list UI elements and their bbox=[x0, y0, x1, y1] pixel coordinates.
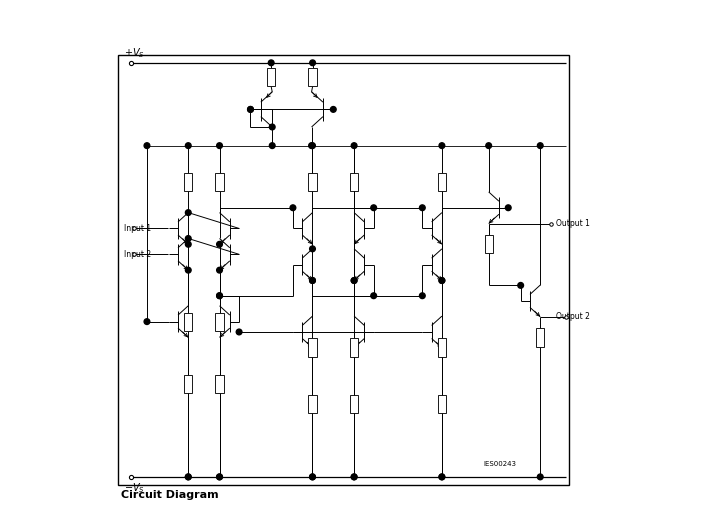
Circle shape bbox=[309, 278, 315, 283]
Circle shape bbox=[518, 282, 523, 288]
Bar bbox=[215, 312, 224, 331]
Text: $-V_S$: $-V_S$ bbox=[124, 481, 144, 495]
Circle shape bbox=[537, 143, 543, 148]
Circle shape bbox=[371, 293, 377, 298]
Circle shape bbox=[351, 278, 357, 283]
Circle shape bbox=[217, 143, 222, 148]
Circle shape bbox=[268, 60, 274, 66]
Circle shape bbox=[217, 241, 222, 247]
Circle shape bbox=[309, 246, 315, 252]
Circle shape bbox=[351, 278, 357, 283]
Bar bbox=[184, 375, 193, 393]
Text: Circuit Diagram: Circuit Diagram bbox=[121, 490, 219, 500]
Circle shape bbox=[537, 474, 543, 480]
Circle shape bbox=[290, 205, 296, 211]
Bar bbox=[350, 338, 358, 357]
Circle shape bbox=[309, 143, 315, 148]
Circle shape bbox=[439, 474, 445, 480]
Circle shape bbox=[248, 106, 253, 112]
Bar bbox=[309, 338, 316, 357]
Circle shape bbox=[351, 143, 357, 148]
Bar bbox=[484, 235, 493, 253]
Bar bbox=[309, 68, 316, 86]
Circle shape bbox=[486, 143, 491, 148]
Text: Input 2: Input 2 bbox=[124, 250, 151, 259]
Circle shape bbox=[217, 474, 222, 480]
Circle shape bbox=[185, 474, 191, 480]
Circle shape bbox=[217, 267, 222, 273]
Bar bbox=[438, 173, 446, 191]
Circle shape bbox=[185, 267, 191, 273]
Bar bbox=[215, 375, 224, 393]
Circle shape bbox=[331, 106, 336, 112]
Circle shape bbox=[217, 474, 222, 480]
Text: $+V_S$: $+V_S$ bbox=[124, 46, 144, 60]
Bar bbox=[350, 395, 358, 414]
Text: Input 1: Input 1 bbox=[124, 224, 151, 233]
Circle shape bbox=[185, 474, 191, 480]
Bar bbox=[184, 173, 193, 191]
Circle shape bbox=[309, 474, 315, 480]
Bar bbox=[438, 338, 446, 357]
Text: IES00243: IES00243 bbox=[484, 460, 516, 467]
Bar bbox=[118, 55, 569, 485]
Circle shape bbox=[236, 329, 242, 335]
Circle shape bbox=[309, 278, 315, 283]
Circle shape bbox=[439, 278, 445, 283]
Circle shape bbox=[419, 293, 426, 298]
Bar bbox=[309, 395, 316, 414]
Circle shape bbox=[439, 278, 445, 283]
Circle shape bbox=[371, 205, 377, 211]
Circle shape bbox=[269, 124, 275, 130]
Circle shape bbox=[248, 106, 253, 112]
Circle shape bbox=[309, 474, 315, 480]
Circle shape bbox=[185, 236, 191, 241]
Circle shape bbox=[351, 474, 357, 480]
Circle shape bbox=[185, 210, 191, 215]
Text: Output 2: Output 2 bbox=[556, 312, 590, 321]
Bar bbox=[438, 395, 446, 414]
Circle shape bbox=[185, 143, 191, 148]
Circle shape bbox=[309, 60, 316, 66]
Bar bbox=[267, 68, 275, 86]
Bar bbox=[215, 173, 224, 191]
Circle shape bbox=[351, 474, 357, 480]
Circle shape bbox=[269, 143, 275, 148]
Circle shape bbox=[217, 293, 222, 298]
Circle shape bbox=[419, 205, 426, 211]
Circle shape bbox=[185, 241, 191, 247]
Circle shape bbox=[439, 474, 445, 480]
Bar bbox=[536, 329, 544, 347]
Circle shape bbox=[309, 143, 314, 148]
Circle shape bbox=[144, 143, 150, 148]
Bar bbox=[309, 173, 316, 191]
Circle shape bbox=[439, 143, 445, 148]
Bar bbox=[350, 173, 358, 191]
Circle shape bbox=[506, 205, 511, 211]
Bar bbox=[184, 312, 193, 331]
Circle shape bbox=[217, 293, 222, 298]
Text: Output 1: Output 1 bbox=[556, 219, 590, 228]
Circle shape bbox=[144, 319, 150, 324]
